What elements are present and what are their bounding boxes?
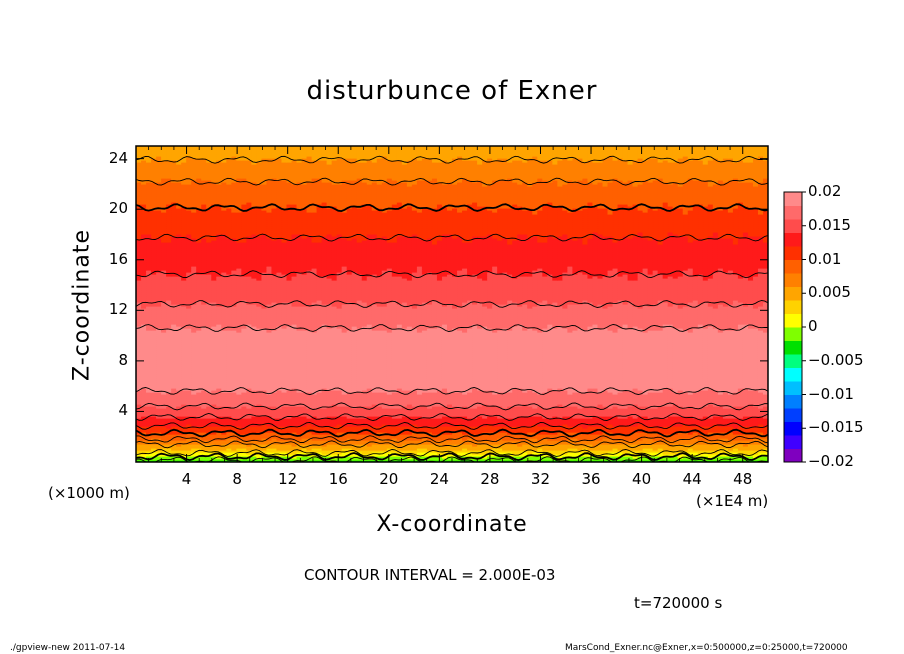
plot-area — [136, 146, 769, 464]
